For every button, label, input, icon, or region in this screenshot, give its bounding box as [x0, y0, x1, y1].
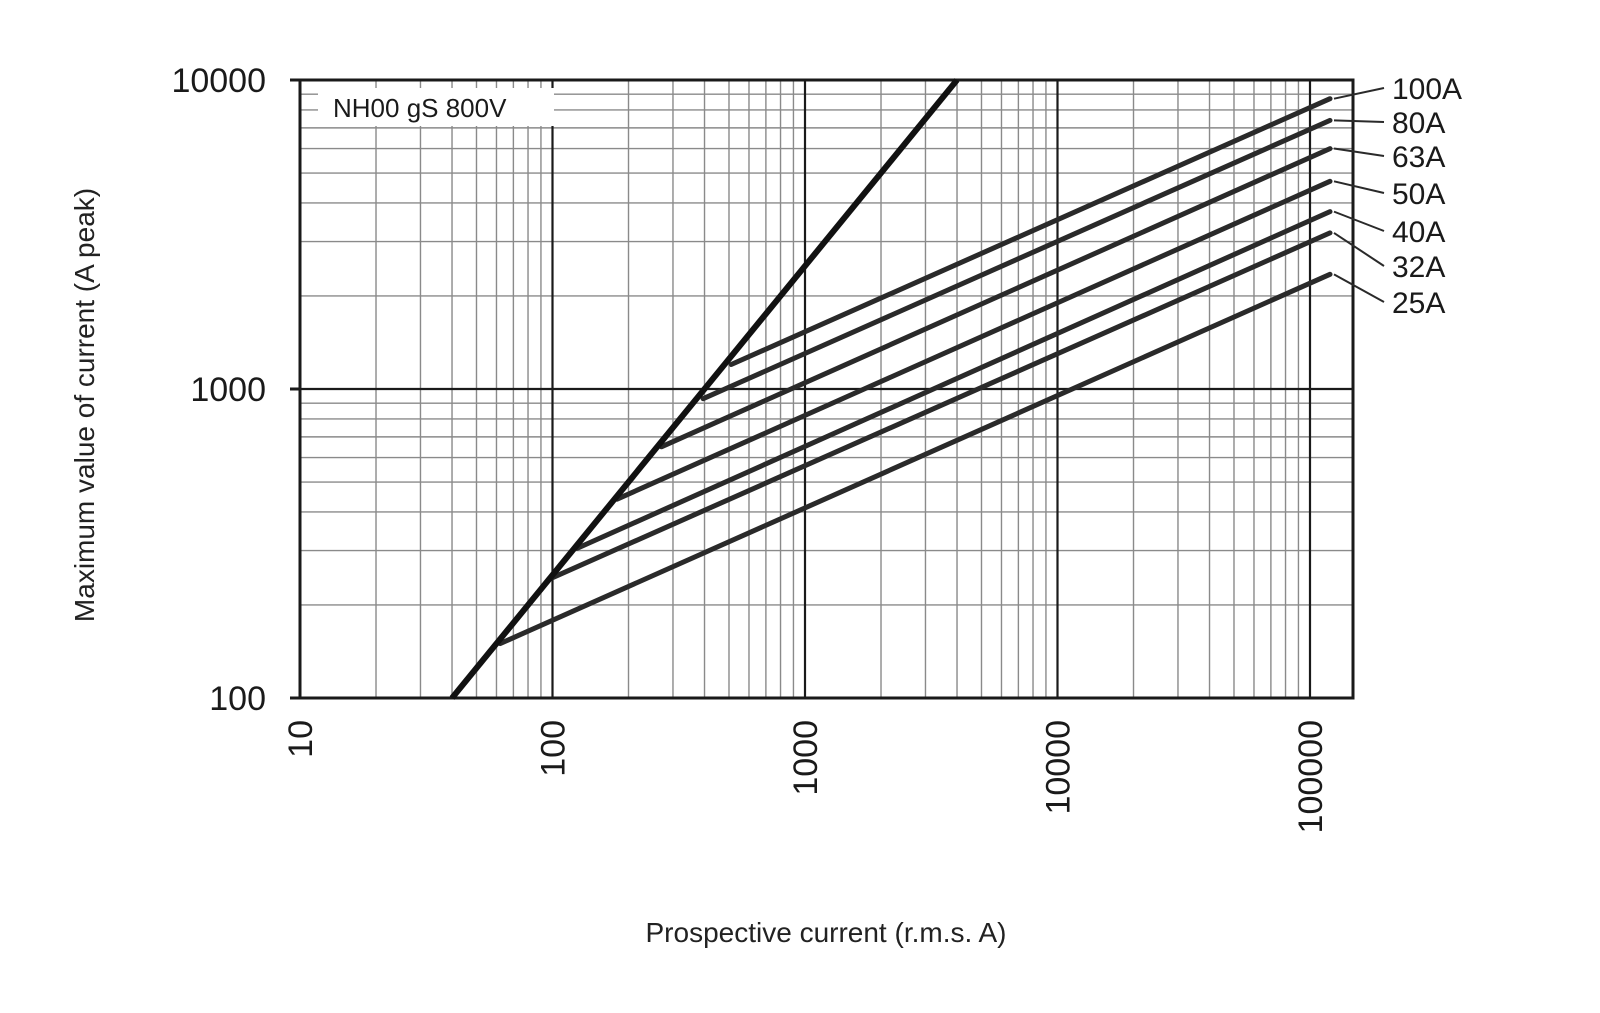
- x-tick-label: 100: [535, 720, 573, 777]
- plot-frame: [298, 78, 1355, 700]
- x-axis-title: Prospective current (r.m.s. A): [646, 917, 1007, 948]
- series-label-80a: 80A: [1392, 107, 1445, 140]
- major-grid: [290, 78, 1353, 700]
- leader-80a: [1333, 119, 1385, 123]
- series-label-40a: 40A: [1392, 216, 1445, 249]
- label-leaders: [1333, 87, 1385, 303]
- x-tick-label: 1000: [787, 720, 825, 796]
- series-label-25a: 25A: [1392, 287, 1445, 320]
- series-label-100a: 100A: [1392, 73, 1462, 106]
- y-tick-label: 10000: [171, 62, 266, 100]
- series-label-50a: 50A: [1392, 178, 1445, 211]
- leader-25a: [1333, 273, 1385, 303]
- y-tick-labels: 100 1000 10000: [171, 62, 266, 718]
- envelope-line: [449, 78, 960, 700]
- leader-63a: [1333, 147, 1385, 157]
- annotation-text: NH00 gS 800V: [333, 93, 507, 123]
- y-tick-label: 100: [209, 680, 266, 718]
- series-line-100a: [728, 96, 1333, 367]
- series-line-50a: [614, 178, 1333, 502]
- series-line-25a: [497, 271, 1333, 647]
- leader-40a: [1333, 210, 1385, 232]
- series-line-80a: [700, 117, 1333, 402]
- annotation-box: [318, 88, 554, 126]
- series-line-40a: [574, 209, 1333, 551]
- x-tick-label: 10: [282, 720, 320, 758]
- x-tick-labels: 10 100 1000 10000 100000: [282, 720, 1330, 833]
- series-line-32a: [550, 230, 1333, 581]
- x-tick-label: 10000: [1040, 720, 1078, 815]
- series-label-63a: 63A: [1392, 141, 1445, 174]
- x-tick-label: 100000: [1292, 720, 1330, 833]
- leader-50a: [1333, 180, 1385, 194]
- series-label-32a: 32A: [1392, 251, 1445, 284]
- leader-100a: [1333, 87, 1385, 100]
- y-axis-title: Maximum value of current (A peak): [69, 188, 100, 622]
- series-lines: [449, 78, 1333, 700]
- series-line-63a: [658, 146, 1333, 450]
- leader-32a: [1333, 232, 1385, 267]
- y-tick-label: 1000: [190, 371, 266, 409]
